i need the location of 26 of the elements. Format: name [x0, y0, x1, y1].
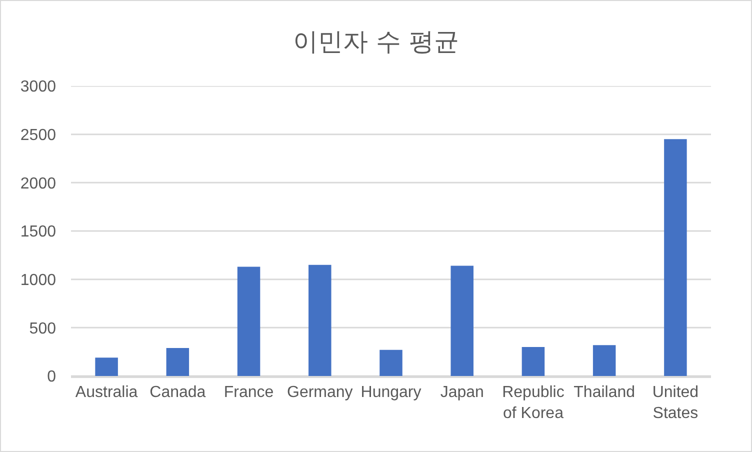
y-tick-label: 2000 — [20, 175, 56, 192]
bar — [95, 358, 118, 376]
chart-title: 이민자 수 평균 — [293, 27, 459, 56]
y-tick-label: 1500 — [20, 224, 56, 241]
x-tick-label: Germany — [286, 384, 353, 402]
x-tick-label: Australia — [75, 384, 138, 402]
y-tick-label: 1000 — [20, 272, 56, 289]
bar — [166, 348, 190, 376]
bar — [237, 266, 260, 376]
bar — [380, 350, 402, 376]
x-tick-label: Thailand — [574, 384, 636, 402]
x-tick-label: France — [224, 384, 274, 402]
x-tick-label: Republic of Korea — [502, 384, 564, 422]
bar — [592, 345, 616, 376]
y-tick-label: 500 — [29, 320, 56, 338]
x-tick-label: Hungary — [360, 384, 422, 402]
y-tick-label: 3000 — [20, 78, 56, 96]
x-tick-label: United States — [652, 384, 699, 422]
x-tick-label: Japan — [440, 384, 484, 402]
y-tick-label: 2500 — [20, 126, 56, 144]
bar — [522, 347, 545, 376]
bar — [450, 266, 474, 376]
bar — [308, 264, 332, 376]
y-tick-label: 0 — [47, 368, 56, 386]
bar — [664, 139, 687, 376]
x-tick-label: Canada — [150, 384, 206, 402]
